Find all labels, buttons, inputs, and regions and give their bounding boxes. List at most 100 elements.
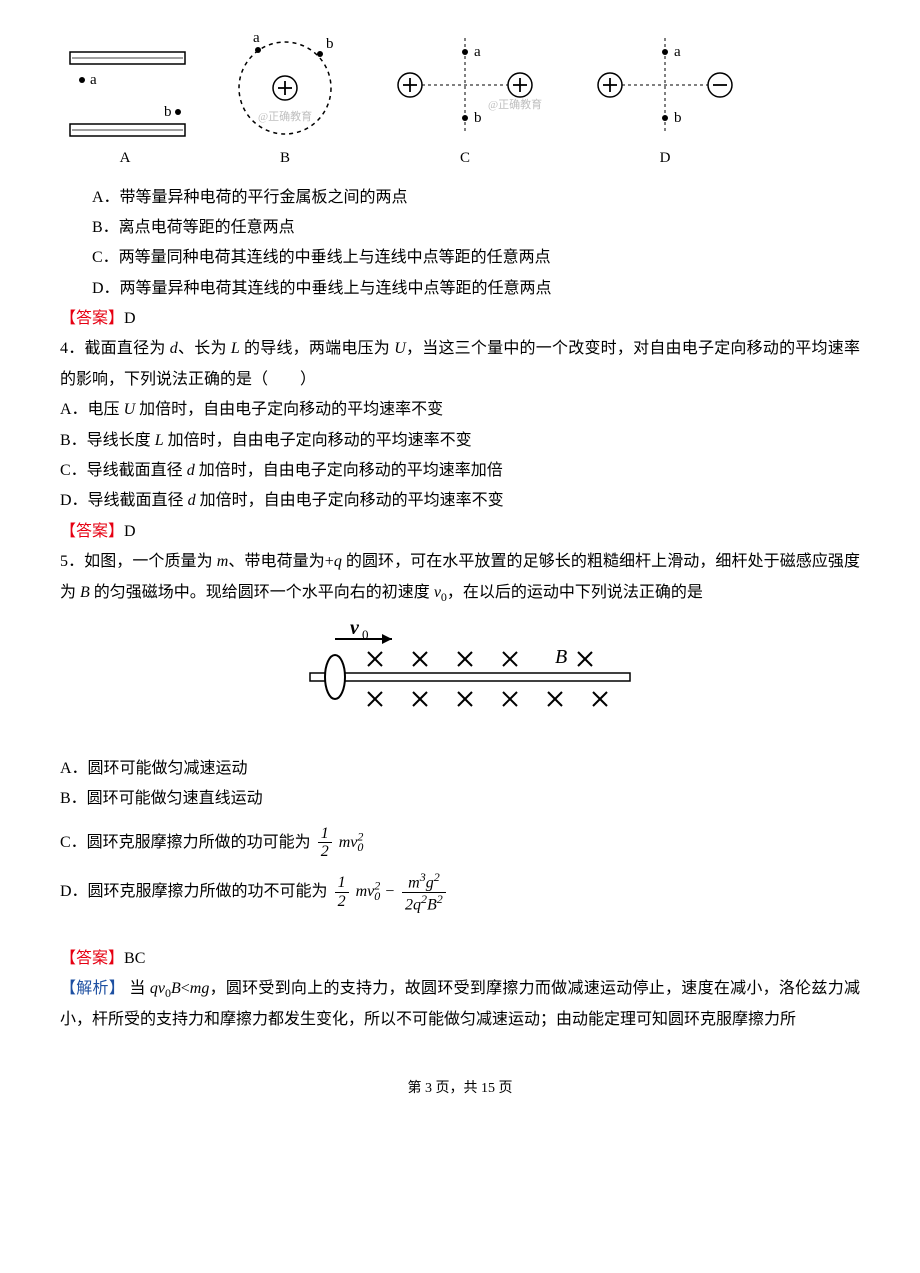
q5-figure: v 0 B [60, 619, 860, 740]
svg-text:a: a [90, 72, 97, 88]
q4-number: 4． [60, 340, 84, 357]
q4-var-u: U [394, 340, 406, 357]
q5-stem-4: 的匀强磁场中。现给圆环一个水平向右的初速度 [90, 584, 434, 601]
q4-d-post: 加倍时，自由电子定向移动的平均速率不变 [196, 492, 504, 509]
q3-answer-label: 【答案】 [60, 310, 124, 327]
q4-d-pre: D．导线截面直径 [60, 492, 188, 509]
q5-ana-b: B [171, 980, 181, 997]
q4-c-var: d [187, 462, 195, 479]
svg-text:a: a [253, 30, 260, 46]
diagram-d-label: D [660, 144, 671, 173]
q5-answer-line: 【答案】BC [60, 944, 860, 974]
q5-var-q: q [334, 553, 342, 570]
q5-d-mv: mv [356, 883, 375, 900]
q5-d-den2-bsup: 2 [437, 892, 443, 906]
q3-answer: D [124, 310, 136, 327]
q4-answer-line: 【答案】D [60, 517, 860, 547]
diagram-c-svg: a b @正确教育 [380, 30, 550, 140]
q3-option-b: B．离点电荷等距的任意两点 [60, 213, 860, 243]
q4-var-l: L [231, 340, 240, 357]
q5-stem-5: ，在以后的运动中下列说法正确的是 [447, 584, 703, 601]
svg-text:b: b [674, 110, 682, 126]
q3-option-a: A．带等量异种电荷的平行金属板之间的两点 [60, 183, 860, 213]
q3-option-c: C．两等量同种电荷其连线的中垂线上与连线中点等距的任意两点 [60, 243, 860, 273]
svg-text:0: 0 [362, 627, 369, 642]
q4-stem-2: 、长为 [178, 340, 231, 357]
q5-d-frac1: 1 2 [335, 874, 349, 910]
q5-answer: BC [124, 950, 145, 967]
q5-stem-2: 、带电荷量为+ [228, 553, 334, 570]
q4-option-a: A．电压 U 加倍时，自由电子定向移动的平均速率不变 [60, 395, 860, 425]
diagram-b-label: B [280, 144, 290, 173]
q5-var-m: m [217, 553, 229, 570]
q5-ana-v: v [158, 980, 165, 997]
svg-text:v: v [350, 619, 360, 639]
q5-option-c: C．圆环克服摩擦力所做的功可能为 1 2 mv20 [60, 825, 860, 861]
q4-c-pre: C．导线截面直径 [60, 462, 187, 479]
q4-b-post: 加倍时，自由电子定向移动的平均速率不变 [164, 432, 472, 449]
q5-d-den1: 2 [335, 893, 349, 911]
q5-stem-1: 如图，一个质量为 [84, 553, 217, 570]
q4-a-post: 加倍时，自由电子定向移动的平均速率不变 [135, 401, 443, 418]
q5-number: 5． [60, 553, 84, 570]
q5-analysis-label: 【解析】 [60, 980, 125, 997]
diagram-b-svg: a b @正确教育 [220, 30, 350, 140]
q5-d-num2-bsup: 2 [434, 870, 440, 884]
footer-pre: 第 [408, 1081, 426, 1096]
q5-c-sub: 0 [357, 840, 363, 854]
q4-stem-1: 截面直径为 [84, 340, 169, 357]
diagram-a: a b A [60, 40, 190, 173]
q5-c-rest: mv20 [339, 834, 364, 851]
q5-d-num2-a: m [408, 874, 420, 891]
q4-option-b: B．导线长度 L 加倍时，自由电子定向移动的平均速率不变 [60, 426, 860, 456]
svg-text:B: B [555, 646, 567, 668]
q5-answer-label: 【答案】 [60, 950, 124, 967]
page-footer: 第 3 页，共 15 页 [60, 1076, 860, 1103]
q5-option-a: A．圆环可能做匀减速运动 [60, 754, 860, 784]
svg-text:b: b [164, 104, 172, 120]
footer-page: 3 [425, 1081, 432, 1096]
q5-option-b: B．圆环可能做匀速直线运动 [60, 784, 860, 814]
q4-option-d: D．导线截面直径 d 加倍时，自由电子定向移动的平均速率不变 [60, 486, 860, 516]
diagram-d: a b D [580, 30, 750, 173]
q5-c-den: 2 [318, 843, 332, 861]
svg-text:a: a [674, 44, 681, 60]
q5-d-den2: 2q2B2 [402, 893, 446, 914]
q5-d-pre: D．圆环克服摩擦力所做的功不可能为 [60, 883, 328, 900]
svg-text:b: b [326, 36, 334, 52]
svg-text:@正确教育: @正确教育 [258, 109, 312, 123]
q4-c-post: 加倍时，自由电子定向移动的平均速率加倍 [195, 462, 503, 479]
svg-text:@正确教育: @正确教育 [488, 97, 542, 111]
diagram-b: a b @正确教育 B [220, 30, 350, 173]
q5-c-pre: C．圆环克服摩擦力所做的功可能为 [60, 834, 311, 851]
q5-d-den2-a: 2q [405, 896, 421, 913]
footer-total: 15 [481, 1081, 495, 1096]
diagram-a-svg: a b [60, 40, 190, 140]
q4-stem-3: 的导线，两端电压为 [240, 340, 394, 357]
q5-option-d: D．圆环克服摩擦力所做的功不可能为 1 2 mv20 − m3g2 2q2B2 [60, 871, 860, 914]
q4-b-pre: B．导线长度 [60, 432, 155, 449]
q3-answer-line: 【答案】D [60, 304, 860, 334]
q5-analysis: 【解析】 当 qv0B<mg，圆环受到向上的支持力，故圆环受到摩擦力而做减速运动… [60, 974, 860, 1035]
q4-a-var: U [124, 401, 136, 418]
q3-option-d: D．两等量异种电荷其连线的中垂线上与连线中点等距的任意两点 [60, 274, 860, 304]
q5-c-mv: mv [339, 834, 358, 851]
footer-post: 页 [495, 1081, 513, 1096]
svg-text:b: b [474, 110, 482, 126]
diagram-a-label: A [120, 144, 131, 173]
q5-ana-q: q [150, 980, 158, 997]
q4-option-c: C．导线截面直径 d 加倍时，自由电子定向移动的平均速率加倍 [60, 456, 860, 486]
q5-d-minus: − [384, 883, 399, 900]
q5-var-v0: v [434, 584, 441, 601]
q5-var-b: B [80, 584, 90, 601]
q5-d-t1: mv20 [356, 883, 381, 900]
q4-d-var: d [188, 492, 196, 509]
q4-a-pre: A．电压 [60, 401, 124, 418]
q5-ana-m: m [190, 980, 202, 997]
q5-c-num: 1 [318, 825, 332, 844]
q5-c-frac: 1 2 [318, 825, 332, 861]
q5-d-sub1: 0 [374, 889, 380, 903]
diagram-c: a b @正确教育 C [380, 30, 550, 173]
q5-d-num2-b: g [426, 874, 434, 891]
q4-var-d: d [170, 340, 178, 357]
